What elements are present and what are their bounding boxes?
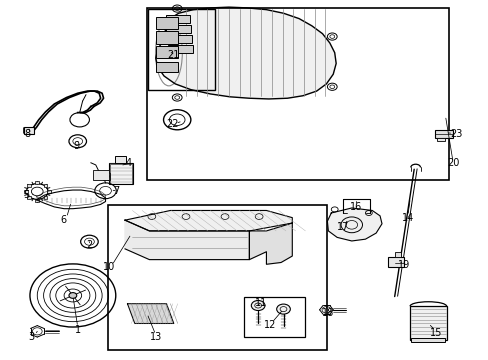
Text: 12: 12 [263,320,276,330]
Bar [156,45,177,58]
Bar [47,190,51,193]
Text: 3: 3 [28,332,34,342]
Text: 18: 18 [322,309,334,318]
Bar [387,257,404,267]
Text: 14: 14 [401,213,413,222]
Bar [165,15,189,23]
Text: 5: 5 [23,190,29,200]
Bar [35,199,39,202]
Circle shape [276,304,290,314]
Bar [166,25,190,33]
Polygon shape [249,223,292,264]
Polygon shape [127,304,173,323]
Text: 1: 1 [75,325,81,335]
Bar [167,35,191,43]
Text: 9: 9 [73,141,79,151]
Bar [24,127,34,134]
Text: 8: 8 [24,129,31,139]
Text: 22: 22 [166,120,178,129]
Bar [148,9,215,90]
Text: 17: 17 [336,222,348,232]
Circle shape [251,301,264,311]
Text: 4: 4 [125,158,131,168]
Bar [115,156,126,163]
Polygon shape [156,7,335,99]
Bar [109,163,133,184]
Bar [410,338,445,342]
Bar [103,173,110,180]
Text: 13: 13 [149,332,162,342]
Text: 19: 19 [398,260,410,270]
Text: 2: 2 [86,240,92,250]
Text: 20: 20 [446,158,458,168]
Text: 21: 21 [167,50,180,60]
Bar [156,17,177,30]
Bar [147,8,448,180]
Text: 10: 10 [102,262,115,272]
Circle shape [69,293,77,298]
Bar [156,62,177,72]
Bar [394,252,400,257]
Polygon shape [125,220,249,260]
Polygon shape [125,211,292,231]
Bar [43,196,47,199]
Bar [43,184,47,187]
Bar [156,31,177,44]
Text: 7: 7 [113,186,120,196]
Bar [168,45,192,53]
Bar [434,130,452,138]
Text: 11: 11 [254,298,266,308]
Bar [35,181,39,184]
Bar [244,297,305,337]
Bar [110,163,132,184]
Polygon shape [327,208,381,241]
Text: 16: 16 [349,202,361,212]
Bar [27,196,31,199]
Text: 6: 6 [60,215,66,225]
Bar [436,138,445,140]
Bar [409,306,446,339]
Bar [27,184,31,187]
Text: 23: 23 [449,129,462,139]
Bar [93,170,109,180]
Bar [108,205,327,350]
Bar [23,190,27,193]
Text: 15: 15 [428,328,441,338]
